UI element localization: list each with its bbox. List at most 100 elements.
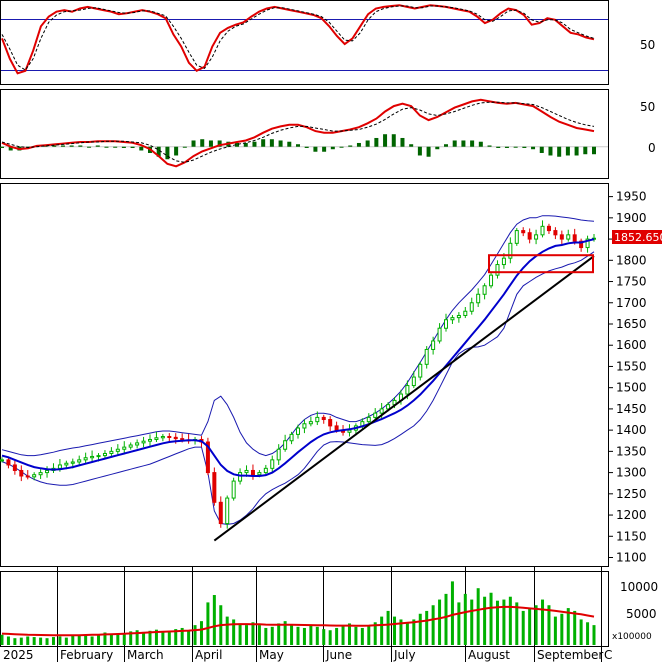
price-bar xyxy=(148,438,152,442)
macd-histogram-bar xyxy=(531,146,536,150)
price-bar xyxy=(585,238,590,249)
macd-histogram-bar xyxy=(60,145,65,147)
volume-bar xyxy=(71,635,75,645)
price-bar xyxy=(38,472,43,476)
macd-histogram-bar xyxy=(391,134,396,147)
price-bar xyxy=(205,441,210,474)
volume-bar xyxy=(528,608,532,645)
macd-histogram-bar xyxy=(574,146,579,156)
price-bar xyxy=(64,462,69,466)
volume-bar xyxy=(13,638,17,645)
volume-bar xyxy=(354,626,358,645)
macd-histogram-bar xyxy=(548,146,553,156)
macd-signal-line xyxy=(1,101,595,163)
macd-histogram-bar xyxy=(191,140,196,147)
macd-histogram-bar xyxy=(383,134,388,147)
macd-histogram-bar xyxy=(435,146,440,150)
volume-bar xyxy=(341,625,345,645)
volume-bar xyxy=(405,622,409,645)
price-bar xyxy=(238,472,243,482)
price-bar xyxy=(508,242,513,259)
price-bar xyxy=(102,452,107,457)
volume-bar xyxy=(360,627,364,645)
macd-histogram-bar xyxy=(322,146,327,152)
volume-bar xyxy=(315,626,319,645)
macd-panel xyxy=(0,89,609,179)
volume-bar xyxy=(122,633,126,645)
support-trendline xyxy=(213,255,595,542)
x-axis-label: July xyxy=(393,648,416,662)
price-tick-label: 1900 xyxy=(616,211,647,225)
price-tick-label: 1600 xyxy=(616,338,647,352)
volume-bar xyxy=(489,592,493,645)
price-tick-label: 1100 xyxy=(616,551,647,565)
macd-histogram-bar xyxy=(278,140,283,147)
volume-bar xyxy=(553,616,557,645)
volume-bar xyxy=(444,593,448,645)
volume-bar xyxy=(51,637,55,645)
macd-histogram-bar xyxy=(217,140,222,147)
macd-histogram-bar xyxy=(330,146,335,150)
volume-bars xyxy=(0,581,596,645)
price-tick-label: 1400 xyxy=(616,423,647,437)
macd-histogram-bar xyxy=(200,139,205,147)
price-bar xyxy=(225,497,230,525)
macd-histogram-bar xyxy=(156,146,161,157)
x-axis-label: March xyxy=(127,648,164,662)
volume-bar xyxy=(476,588,480,645)
macd-histogram-bar xyxy=(69,145,74,147)
volume-bar xyxy=(309,625,313,645)
volume-bar xyxy=(142,631,146,645)
price-bar xyxy=(289,433,294,442)
volume-bar xyxy=(579,619,583,645)
price-bar xyxy=(566,234,571,240)
price-bar xyxy=(347,429,352,433)
price-bar xyxy=(128,444,133,448)
price-tick-label: 1200 xyxy=(616,508,647,522)
volume-bar xyxy=(534,605,538,645)
price-bar xyxy=(321,416,326,421)
volume-bar xyxy=(148,630,152,645)
macd-histogram-bar xyxy=(452,140,457,147)
volume-bar xyxy=(425,610,429,645)
macd-histogram-bar xyxy=(235,142,240,147)
price-tick-label: 1350 xyxy=(616,444,647,458)
macd-histogram-bar xyxy=(208,140,213,147)
volume-bar xyxy=(84,635,88,645)
volume-bar xyxy=(450,581,454,645)
current-price-tag: 1852.650 xyxy=(612,230,662,244)
macd-histogram-bar xyxy=(400,137,405,147)
price-bar xyxy=(514,230,519,244)
volume-bar xyxy=(193,625,197,645)
macd-histogram xyxy=(0,134,608,160)
macd-histogram-bar xyxy=(565,146,570,156)
volume-moving-average xyxy=(1,605,595,637)
price-tick-label: 1550 xyxy=(616,359,647,373)
price-tick-label: 1650 xyxy=(616,317,647,331)
volume-bar xyxy=(90,636,94,645)
volume-bar xyxy=(483,596,487,645)
volume-bar xyxy=(431,605,435,645)
price-tick-label: 1700 xyxy=(616,296,647,310)
macd-histogram-bar xyxy=(583,146,588,155)
price-bar xyxy=(270,459,275,469)
macd-histogram-bar xyxy=(374,137,379,147)
price-bar xyxy=(167,436,172,439)
volume-bar xyxy=(206,602,210,645)
volume-bar xyxy=(393,616,397,645)
price-bar xyxy=(257,472,262,476)
price-bar xyxy=(173,436,178,440)
price-bar xyxy=(83,457,88,461)
macd-histogram-bar xyxy=(95,145,100,147)
macd-histogram-bar xyxy=(522,146,527,148)
volume-bar xyxy=(335,627,339,645)
highlight-zone xyxy=(488,254,594,274)
volume-bar xyxy=(547,605,551,645)
price-bar xyxy=(231,480,236,499)
price-bar xyxy=(418,363,423,378)
macd-histogram-bar xyxy=(539,146,544,153)
volume-bar xyxy=(495,600,499,645)
volume-bar xyxy=(245,625,249,645)
price-bar xyxy=(540,225,545,236)
